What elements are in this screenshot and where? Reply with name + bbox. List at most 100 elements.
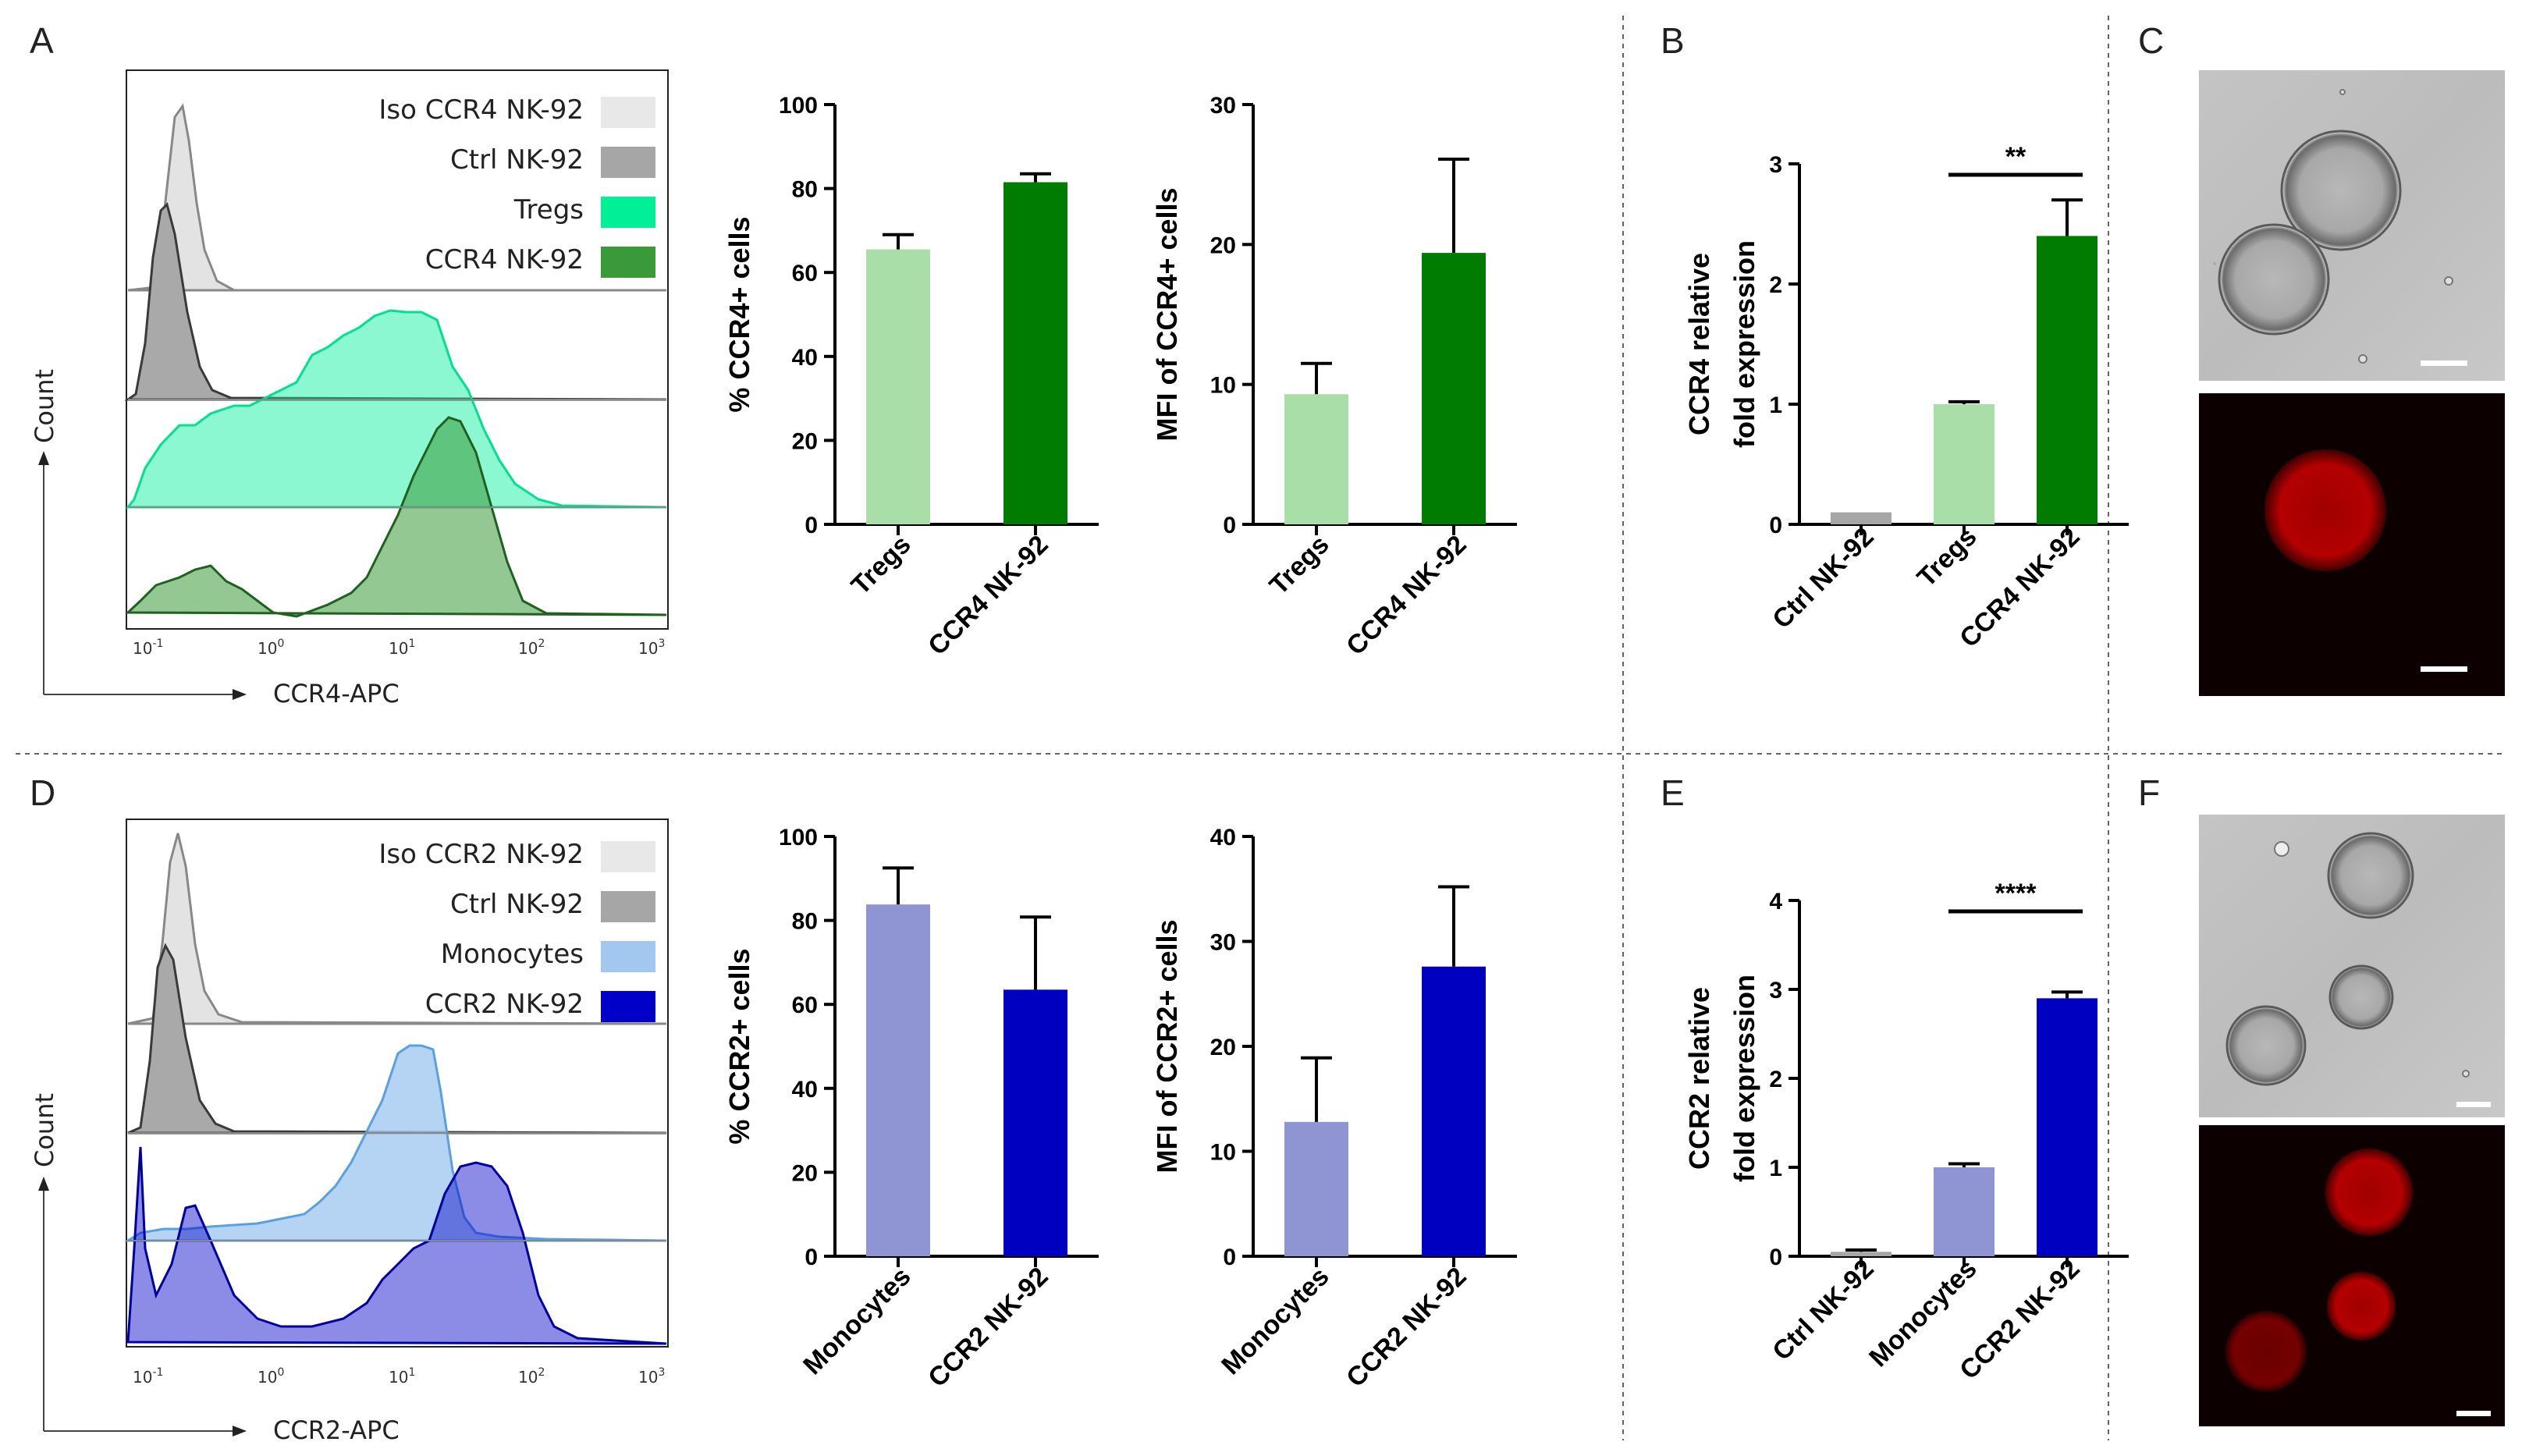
log-tick-label: 10-1 [133,1366,163,1387]
bar [1934,1167,1995,1256]
histogram-ccr4-nk92 [125,416,667,618]
legend-swatch [601,97,655,128]
x-axis-arrow-icon [233,689,247,700]
x-tick-label: Tregs [1912,522,1983,593]
significance-label: **** [1995,879,2037,908]
y-tick-label: 20 [1210,1035,1236,1060]
count-axis-label: Count [30,1093,59,1167]
panel-letter-b: B [1661,20,1685,61]
y-tick-label: 60 [792,261,818,286]
cell-image [2280,130,2402,251]
panel-letter-a: A [30,20,54,61]
bar-chart-pct-ccr4: 0 20 40 60 80 100 % CCR4+ cells Tregs CCR4 NK-92 [723,93,1099,661]
panel-letter-f: F [2138,772,2160,813]
histogram-monocytes [123,1044,667,1242]
bar-chart-ccr2-expression: 0 1 2 3 4 CCR2 relative fold expression Ctrl NK… [1683,879,2129,1385]
log-tick-label: 102 [518,1366,545,1387]
x-tick-label: Tregs [1264,530,1335,601]
legend-label: Tregs [513,194,584,226]
cell-image [2225,1005,2307,1086]
panel-letter-c: C [2138,20,2164,61]
x-tick-label: CCR2 NK-92 [1341,1262,1472,1393]
y-tick-label: 40 [792,1077,818,1103]
microscopy-f [2199,815,2505,1426]
y-axis-label: % CCR2+ cells [723,948,755,1144]
cell-image [2327,832,2414,919]
y-tick-label: 40 [792,345,818,371]
y-tick-label: 30 [1210,930,1236,956]
cell-fluorescence [2327,1272,2396,1341]
y-tick-label: 3 [1769,978,1782,1003]
histogram-a: Iso CCR4 NK-92 Ctrl NK-92 Tregs CCR4 NK-… [30,69,669,708]
legend-swatch [601,841,655,872]
panel-letter-d: D [30,772,55,813]
y-tick-label: 100 [779,825,818,851]
y-axis-label: MFI of CCR4+ cells [1151,187,1183,441]
histogram-frame [126,69,669,630]
count-axis-arrow-icon [38,1177,49,1191]
x-tick-label: CCR4 NK-92 [1341,530,1472,661]
bar [2037,998,2098,1256]
y-tick-label: 100 [779,93,818,119]
legend-swatch [601,991,655,1022]
x-axis-label: CCR4-APC [273,679,400,708]
cell-image [2213,262,2216,265]
x-tick-label: Ctrl NK-92 [1767,1254,1879,1366]
histogram-ctrl-ccr4 [124,202,667,401]
debris-image [2358,354,2367,364]
y-tick-label: 0 [1769,1245,1782,1270]
scale-bar [2421,360,2467,366]
y-tick-label: 60 [792,993,818,1018]
y-axis-label: fold expression [1728,240,1760,448]
log-axis-d: 10-1 100 101 102 103 [133,1366,665,1387]
histogram-ctrl-ccr2 [127,943,667,1135]
bar [1003,989,1067,1256]
bar [866,904,930,1256]
bar [1934,404,1995,524]
log-tick-label: 101 [389,637,415,658]
legend-label: Monocytes [441,939,584,970]
y-tick-label: 0 [1223,513,1236,538]
scale-bar [2456,1411,2491,1416]
y-axis-label: CCR2 relative [1683,987,1715,1170]
scale-bar [2456,1102,2491,1107]
x-tick-label: CCR2 NK-92 [922,1262,1053,1393]
x-axis-label: CCR2-APC [273,1415,400,1445]
y-axis-label: MFI of CCR2+ cells [1151,919,1183,1173]
legend-a: Iso CCR4 NK-92 Ctrl NK-92 Tregs CCR4 NK-… [378,94,655,278]
y-tick-label: 80 [792,909,818,935]
debris-image [2274,841,2289,857]
cell-fluorescence [2325,1149,2413,1236]
cell-fluorescence [2225,1311,2307,1392]
legend-d: Iso CCR2 NK-92 Ctrl NK-92 Monocytes CCR2… [378,839,655,1022]
y-tick-label: 80 [792,177,818,203]
x-tick-label: Tregs [846,530,917,601]
y-tick-label: 0 [1223,1245,1236,1270]
y-tick-label: 2 [1769,272,1782,298]
y-tick-label: 20 [1210,233,1236,258]
count-axis-arrow-icon [38,451,49,465]
y-tick-label: 20 [792,428,818,454]
cell-image [2328,964,2394,1030]
y-tick-label: 40 [1210,825,1236,851]
scale-bar [2421,666,2467,672]
log-tick-label: 100 [258,1366,284,1387]
bar-chart-mfi-ccr2: 0 10 20 30 40 MFI of CCR2+ cells Monocytes CCR2… [1151,825,1517,1393]
bar [1831,1252,1892,1256]
panel-letter-e: E [1661,772,1685,813]
count-axis-label: Count [30,369,59,443]
bar [1422,966,1486,1256]
legend-label: Iso CCR2 NK-92 [378,839,584,870]
log-tick-label: 103 [638,637,665,658]
legend-label: Ctrl NK-92 [450,889,584,920]
bar-chart-pct-ccr2: 0 20 40 60 80 100 % CCR2+ cells Monocytes CCR2 N… [723,825,1099,1393]
legend-swatch [601,247,655,278]
y-tick-label: 2 [1769,1067,1782,1092]
bar [2037,236,2098,524]
legend-label: Iso CCR4 NK-92 [378,94,584,126]
log-tick-label: 100 [258,637,284,658]
y-axis-label: fold expression [1728,975,1760,1182]
x-tick-label: CCR4 NK-92 [922,530,1053,661]
bar [1831,512,1892,524]
